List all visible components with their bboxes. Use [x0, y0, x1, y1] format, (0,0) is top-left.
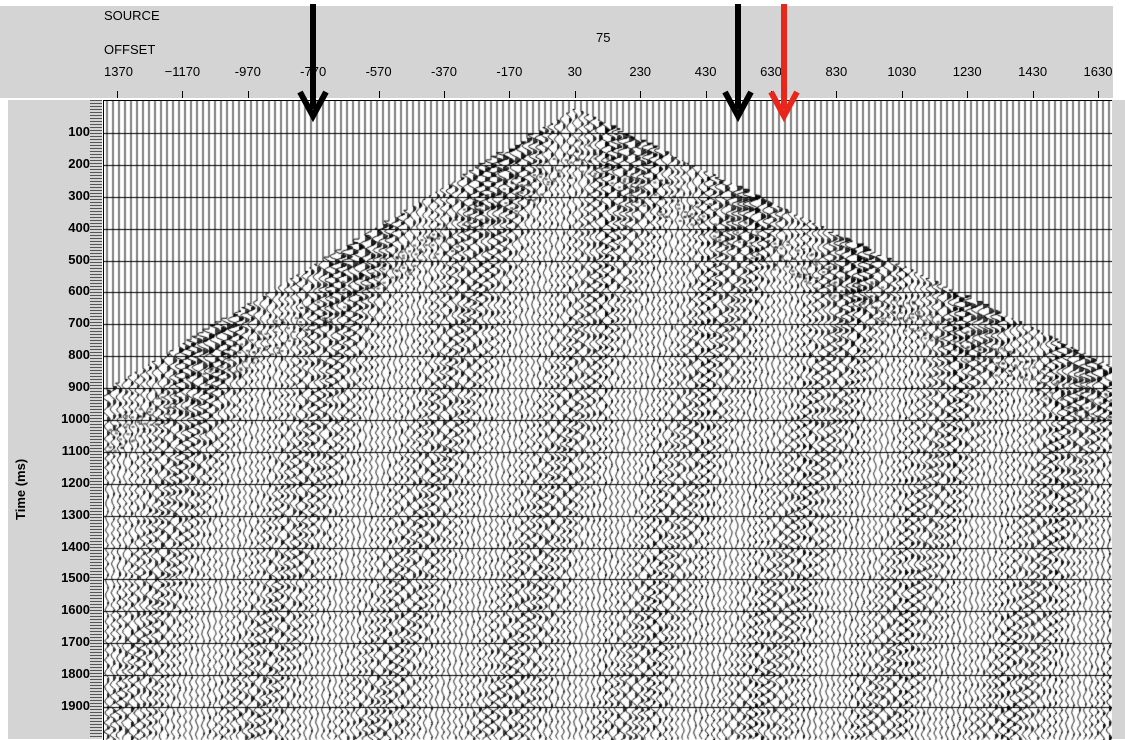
offset-tick-mark — [378, 91, 380, 98]
seismic-gather-plot[interactable] — [103, 100, 1112, 740]
time-tick-label: 400 — [68, 219, 90, 235]
offset-tick-mark — [967, 91, 969, 98]
offset-tick-label: -970 — [234, 64, 261, 79]
offset-tick-mark — [901, 91, 903, 98]
trace-scrollbar[interactable] — [90, 100, 102, 739]
offset-tick-mark — [1032, 91, 1034, 98]
offset-tick-mark — [574, 91, 576, 98]
offset-tick-label: -370 — [430, 64, 458, 79]
offset-tick-label: 30 — [567, 64, 583, 79]
time-tick-label: 1600 — [61, 602, 90, 618]
time-tick-label: 1100 — [61, 442, 90, 458]
time-tick-label: 1200 — [61, 474, 90, 490]
offset-tick-label: 430 — [694, 64, 717, 79]
time-tick-label: 1500 — [61, 570, 90, 586]
time-tick-label: 100 — [68, 124, 90, 139]
offset-tick-mark — [836, 91, 838, 98]
offset-tick-mark — [509, 91, 511, 98]
offset-tick-label: 230 — [629, 64, 652, 79]
time-tick-label: 1300 — [61, 506, 90, 522]
time-tick-label: 300 — [68, 187, 90, 203]
time-tick-label: 1400 — [61, 538, 90, 554]
offset-tick-label: -570 — [365, 64, 392, 79]
time-tick-label: 500 — [68, 251, 90, 267]
header-corner — [0, 6, 102, 98]
red-arrow — [768, 4, 800, 123]
offset-tick-mark — [247, 91, 249, 98]
black-arrow-right — [722, 4, 754, 123]
time-tick-label: 900 — [68, 379, 90, 395]
offset-tick-label: −1170 — [164, 64, 201, 79]
wiggle-trace-display — [104, 101, 1112, 740]
time-tick-label: 200 — [68, 155, 90, 171]
source-value: 75 — [596, 30, 611, 45]
source-label: SOURCE — [104, 8, 160, 23]
time-tick-label: 700 — [68, 315, 90, 331]
time-tick-label: 1800 — [61, 666, 90, 682]
offset-tick-mark — [444, 91, 445, 98]
offset-tick-label: 830 — [825, 64, 848, 79]
offset-tick-label: -170 — [496, 64, 523, 79]
offset-tick-label: 1030 — [887, 64, 917, 79]
time-tick-label: 800 — [68, 347, 90, 363]
time-axis-label: Time (ms) — [13, 458, 28, 520]
offset-tick-mark — [182, 91, 184, 98]
offset-tick-label: 1630 — [1083, 64, 1113, 79]
offset-tick-label: 1370 — [104, 64, 133, 79]
offset-tick-mark — [705, 91, 707, 98]
black-arrow-left — [297, 4, 329, 123]
offset-tick-mark — [117, 91, 118, 98]
time-tick-label: 600 — [68, 283, 90, 299]
time-tick-label: 1900 — [61, 698, 90, 713]
offset-tick-mark — [640, 91, 642, 98]
offset-label: OFFSET — [104, 42, 156, 57]
time-tick-label: 1000 — [61, 411, 90, 426]
time-tick-label: 1700 — [61, 634, 90, 650]
right-edge-panel — [1111, 100, 1125, 739]
time-axis-panel: Time (ms) 100 200 300 400 500 600 700 800 900 100… — [8, 100, 102, 739]
offset-tick-label: 1230 — [952, 64, 982, 79]
offset-header: SOURCE OFFSET 75 1370−1170-970-770-570-3… — [102, 6, 1113, 98]
offset-tick-label: 630 — [760, 64, 782, 79]
offset-tick-label: 1430 — [1018, 64, 1048, 79]
offset-tick-mark — [1098, 91, 1099, 98]
